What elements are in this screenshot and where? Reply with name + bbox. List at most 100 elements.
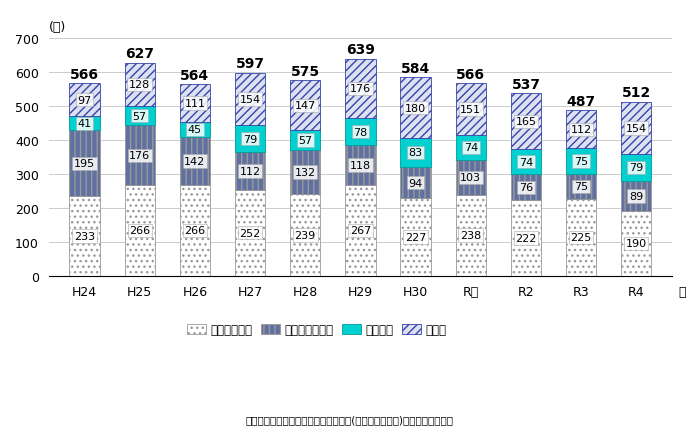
Bar	[621, 181, 652, 212]
Text: 222: 222	[515, 233, 537, 243]
Text: 151: 151	[460, 105, 481, 115]
Text: 74: 74	[519, 158, 533, 167]
Bar	[456, 84, 486, 135]
Bar	[566, 200, 596, 276]
Bar	[290, 131, 321, 150]
Text: 89: 89	[629, 191, 643, 201]
Bar	[566, 149, 596, 174]
Text: 627: 627	[125, 47, 154, 61]
Bar	[69, 84, 99, 117]
Text: 97: 97	[78, 95, 92, 106]
Text: 132: 132	[295, 167, 316, 178]
Text: 57: 57	[298, 135, 312, 146]
Text: (人): (人)	[49, 21, 66, 34]
Text: 79: 79	[629, 163, 643, 173]
Text: 266: 266	[130, 226, 150, 236]
Text: 57: 57	[133, 112, 147, 121]
Text: 74: 74	[463, 143, 478, 153]
Text: 225: 225	[570, 233, 592, 243]
Text: 154: 154	[626, 124, 647, 133]
Bar	[511, 150, 541, 175]
Text: 597: 597	[236, 58, 265, 71]
Text: 112: 112	[239, 167, 260, 176]
Text: 639: 639	[346, 43, 375, 57]
Bar	[180, 138, 210, 186]
Text: 564: 564	[181, 69, 209, 83]
Text: 239: 239	[295, 230, 316, 240]
Text: 79: 79	[243, 134, 257, 144]
Text: 165: 165	[515, 117, 536, 127]
Text: 147: 147	[295, 101, 316, 111]
Bar	[511, 175, 541, 201]
Bar	[621, 212, 652, 276]
Text: 111: 111	[184, 99, 205, 109]
Bar	[511, 201, 541, 276]
Text: 176: 176	[130, 151, 150, 161]
Bar	[235, 74, 265, 126]
Text: 154: 154	[239, 95, 260, 105]
Bar	[125, 63, 155, 107]
Text: 195: 195	[74, 159, 95, 169]
Bar	[345, 185, 376, 276]
Bar	[125, 126, 155, 186]
Bar	[125, 107, 155, 126]
Text: 512: 512	[622, 86, 651, 100]
Text: 118: 118	[350, 161, 371, 170]
Bar	[235, 126, 265, 153]
Text: 76: 76	[519, 183, 533, 193]
Bar	[290, 150, 321, 195]
Text: 566: 566	[456, 68, 485, 82]
Text: 78: 78	[354, 127, 368, 137]
Bar	[69, 117, 99, 131]
Bar	[345, 59, 376, 119]
Text: 83: 83	[409, 148, 423, 158]
Bar	[621, 155, 652, 181]
Text: 252: 252	[239, 228, 260, 238]
Bar	[235, 153, 265, 190]
Text: 584: 584	[401, 62, 430, 76]
Text: 41: 41	[78, 119, 92, 129]
Bar	[566, 111, 596, 149]
Text: 227: 227	[405, 233, 426, 242]
Text: 233: 233	[74, 231, 95, 242]
Bar	[180, 85, 210, 122]
Bar	[400, 199, 430, 276]
Text: 128: 128	[129, 80, 150, 90]
Text: 45: 45	[188, 125, 202, 135]
Text: 75: 75	[574, 157, 588, 167]
Bar	[345, 145, 376, 185]
Bar	[235, 190, 265, 276]
Bar	[125, 186, 155, 276]
Bar	[180, 186, 210, 276]
Text: 266: 266	[184, 226, 206, 236]
Bar	[400, 78, 430, 139]
Bar	[456, 195, 486, 276]
Bar	[456, 135, 486, 160]
Bar	[290, 81, 321, 131]
Text: 年: 年	[678, 285, 686, 298]
Text: 142: 142	[184, 157, 206, 167]
Text: 176: 176	[350, 84, 371, 94]
Text: 575: 575	[290, 65, 320, 79]
Text: 180: 180	[405, 104, 426, 114]
Text: 112: 112	[570, 125, 592, 135]
Text: 75: 75	[574, 182, 588, 192]
Legend: 糖尿病性賢症, 潁性糸球体賢炎, 腎硬化症, その他: 糖尿病性賢症, 潁性糸球体賢炎, 腎硬化症, その他	[183, 319, 451, 341]
Bar	[566, 174, 596, 200]
Bar	[69, 197, 99, 276]
Bar	[400, 167, 430, 199]
Text: 537: 537	[512, 78, 540, 92]
Text: 267: 267	[350, 226, 371, 236]
Bar	[456, 160, 486, 195]
Text: 103: 103	[460, 173, 481, 183]
Bar	[69, 131, 99, 197]
Text: 【出典：わが国の潁性透析療法の現状(日本透析医学会)から引用，改変】: 【出典：わが国の潁性透析療法の現状(日本透析医学会)から引用，改変】	[246, 414, 454, 424]
Bar	[345, 119, 376, 145]
Bar	[180, 122, 210, 138]
Text: 94: 94	[408, 178, 423, 188]
Bar	[400, 139, 430, 167]
Bar	[621, 102, 652, 155]
Text: 238: 238	[460, 230, 482, 241]
Text: 190: 190	[626, 239, 647, 249]
Bar	[290, 195, 321, 276]
